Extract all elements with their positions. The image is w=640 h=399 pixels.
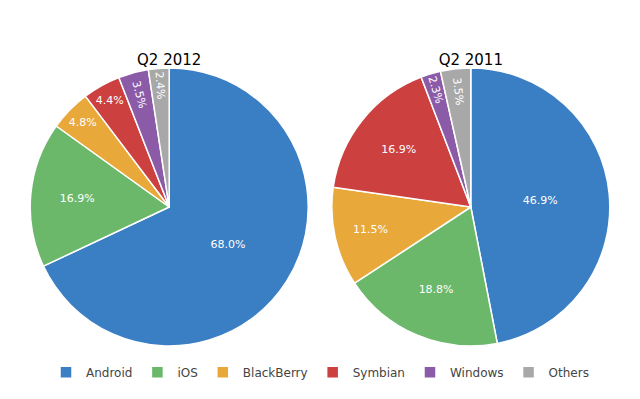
svg-text:4.8%: 4.8% bbox=[69, 116, 97, 129]
svg-text:46.9%: 46.9% bbox=[523, 194, 558, 207]
svg-text:4.4%: 4.4% bbox=[96, 94, 124, 107]
svg-text:16.9%: 16.9% bbox=[60, 192, 95, 205]
svg-text:11.5%: 11.5% bbox=[353, 223, 388, 236]
svg-text:Android: Android bbox=[86, 366, 132, 380]
svg-text:2.4%: 2.4% bbox=[152, 71, 167, 100]
svg-text:3.5%: 3.5% bbox=[450, 77, 466, 106]
svg-text:2.3%: 2.3% bbox=[425, 74, 446, 106]
svg-text:68.0%: 68.0% bbox=[210, 238, 245, 251]
svg-text:Others: Others bbox=[549, 366, 589, 380]
svg-text:Q2 2012: Q2 2012 bbox=[137, 51, 201, 69]
svg-text:18.8%: 18.8% bbox=[419, 283, 454, 296]
svg-text:Windows: Windows bbox=[450, 366, 504, 380]
svg-text:Symbian: Symbian bbox=[353, 366, 405, 380]
svg-text:BlackBerry: BlackBerry bbox=[243, 366, 308, 380]
svg-text:16.9%: 16.9% bbox=[381, 143, 416, 156]
svg-text:iOS: iOS bbox=[177, 366, 197, 380]
svg-text:3.5%: 3.5% bbox=[129, 79, 149, 109]
svg-text:Q2 2011: Q2 2011 bbox=[439, 51, 503, 69]
